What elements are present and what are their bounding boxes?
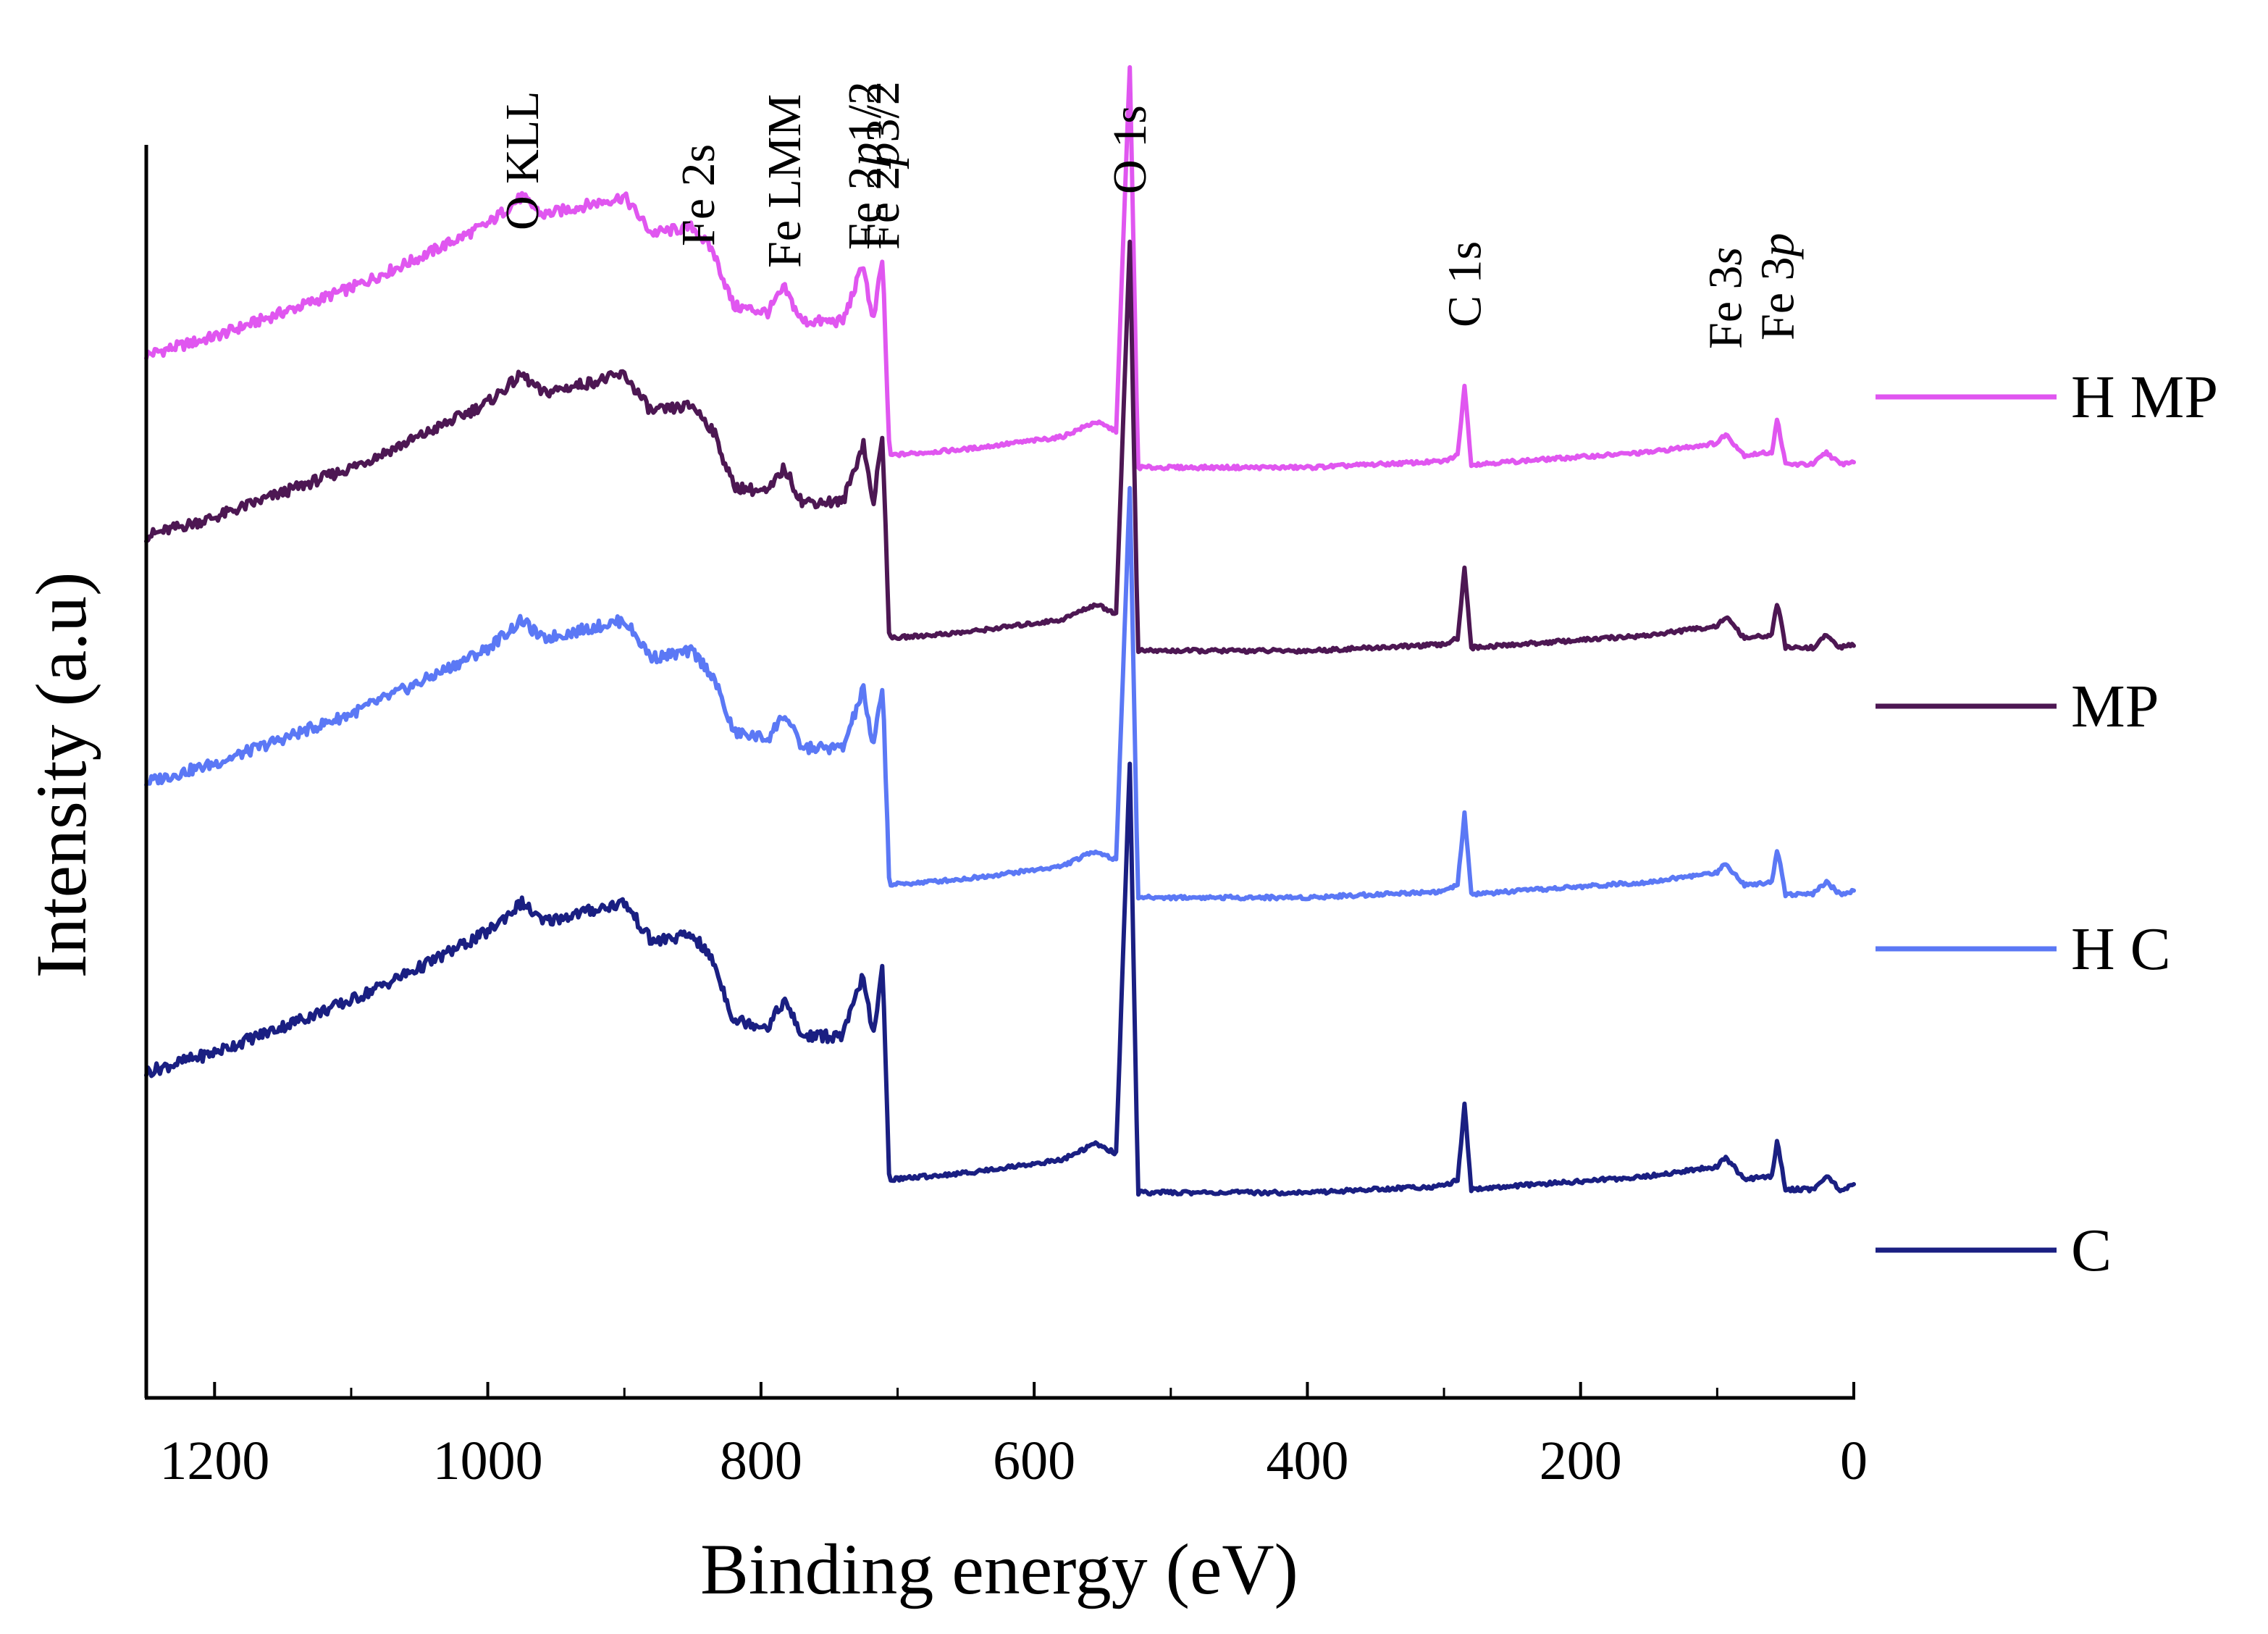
x-tick-label-800: 800 [720,1430,802,1491]
series-layer [144,64,1856,1197]
legend-label-c: C [2071,1217,2112,1284]
x-tick-label-0: 0 [1840,1430,1868,1491]
peak-label-fe-2s: Fe 2s [672,144,725,246]
y-axis-title: Intensity (a.u) [21,572,101,979]
series-line-h-c [144,485,1856,902]
peak-label-o-kll: O KLL [496,91,549,230]
peak-label-fe-2p3-2: Fe 2p3/2 [857,81,910,250]
x-tick-label-1200: 1200 [159,1430,269,1491]
peak-label-o-1s: O 1s [1104,105,1156,194]
peak-labels: O KLL Fe 2s Fe LMM Fe 2p1/2Fe 2p3/2 O 1s C 1s… [496,81,1805,349]
series-line-h-mp [144,64,1856,472]
x-tick-label-1000: 1000 [433,1430,543,1491]
peak-label-fe-2p1-2: Fe 2p1/2 [839,81,891,250]
legend-label-h-c: H C [2071,916,2171,983]
series-line-c [144,761,1856,1197]
x-tick-label-400: 400 [1266,1430,1348,1491]
peak-label-fe-3p: Fe 3p [1751,233,1804,341]
x-tick-label-600: 600 [993,1430,1075,1491]
x-axis-title: Binding energy (eV) [700,1529,1298,1609]
legend-label-h-mp: H MP [2071,364,2218,431]
series-line-mp [144,239,1856,655]
legend-label-mp: MP [2071,673,2159,740]
peak-label-c-1s: C 1s [1438,241,1491,327]
peak-label-fe-lmm: Fe LMM [758,94,811,268]
x-ticks: 1200 1000 800 600 400 200 0 [159,1382,1868,1491]
axes [144,145,1855,1400]
peak-label-fe-3s: Fe 3s [1700,247,1752,349]
legend: H MP MP H C C [1876,364,2218,1284]
x-tick-label-200: 200 [1540,1430,1622,1491]
